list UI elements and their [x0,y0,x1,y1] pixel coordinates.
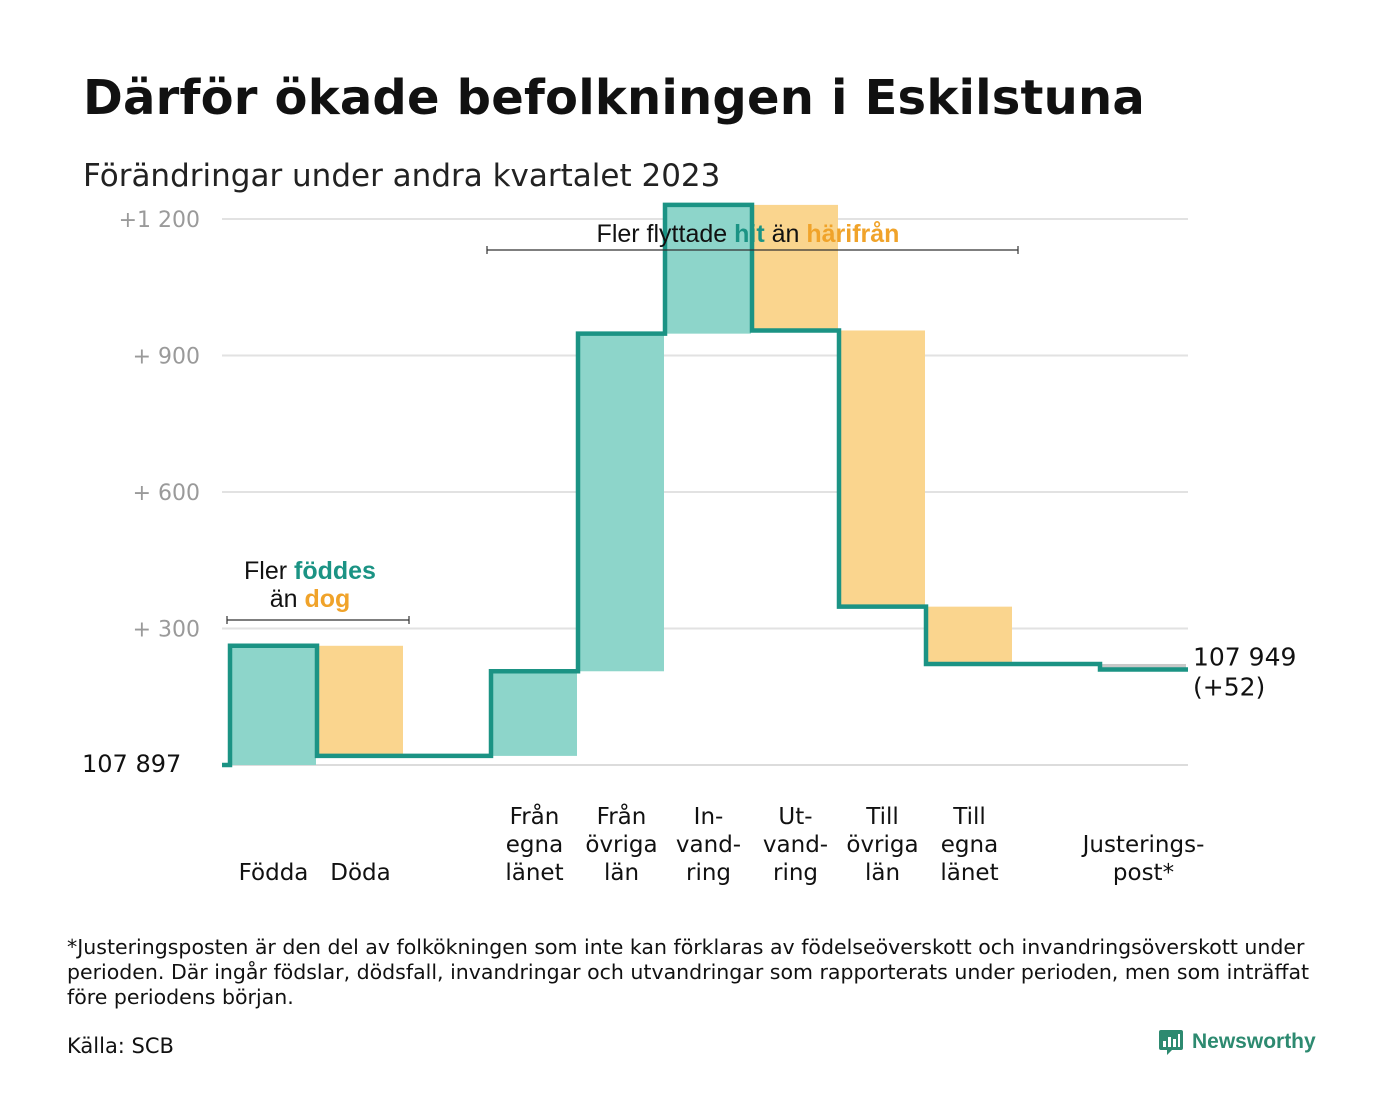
category-label: Ut- [778,804,812,830]
bar-4 [579,333,664,672]
bar-8 [927,606,1012,664]
category-label: Till [865,804,899,830]
category-label: Från [597,802,647,830]
births-annotation-line2: än dog [270,585,351,613]
category-label: Födda [239,860,309,886]
bar-7 [840,330,925,607]
category-label: länet [505,860,563,886]
end-change-label: (+52) [1193,672,1265,701]
category-label: egna [506,832,563,858]
y-tick-label: + 600 [133,481,200,506]
bar-6 [753,204,838,331]
category-label: egna [941,832,998,858]
bar-9 [1101,663,1186,670]
end-value-label: 107 949 [1193,642,1296,671]
category-label: Till [952,804,986,830]
bar-5 [666,204,751,334]
waterfall-chart: + 300 + 600 + 900 +1 200 107 897 107 949(+52)… [82,202,1296,886]
source-label: Källa: SCB [67,1034,174,1058]
newsworthy-logo-icon [1159,1030,1183,1055]
category-label: län [604,860,639,886]
births-annotation-line1: Fler föddes [244,557,376,585]
category-label: län [865,860,900,886]
bar-1 [231,645,316,765]
category-label: ring [686,860,731,886]
chart-subtitle: Förändringar under andra kvartalet 2023 [83,158,721,194]
y-tick-label: + 300 [133,618,200,643]
category-label: post* [1113,860,1174,886]
category-label: övriga [846,832,918,858]
category-label: vand- [676,832,741,858]
footnote: *Justeringsposten är den del av folkökni… [67,935,1310,1009]
newsworthy-logo[interactable]: Newsworthy [1158,1028,1316,1056]
bar-3 [492,671,577,756]
migration-annotation: Fler flyttade hit än härifrån [597,220,900,248]
chart-title: Därför ökade befolkningen i Eskilstuna [83,70,1146,126]
category-label: In- [694,804,724,830]
newsworthy-wordmark: Newsworthy [1192,1030,1316,1053]
category-label: Döda [330,860,390,886]
category-label: Justerings- [1081,832,1205,858]
category-label: ring [773,860,818,886]
y-tick-label: + 900 [133,345,200,370]
y-tick-label: +1 200 [119,208,200,233]
bar-2 [318,645,403,756]
category-label: Från [510,802,560,830]
category-label: vand- [763,832,828,858]
start-value-label: 107 897 [82,750,181,778]
cumulative-step-line [222,202,1188,768]
category-label: länet [940,860,998,886]
category-label: övriga [585,832,657,858]
